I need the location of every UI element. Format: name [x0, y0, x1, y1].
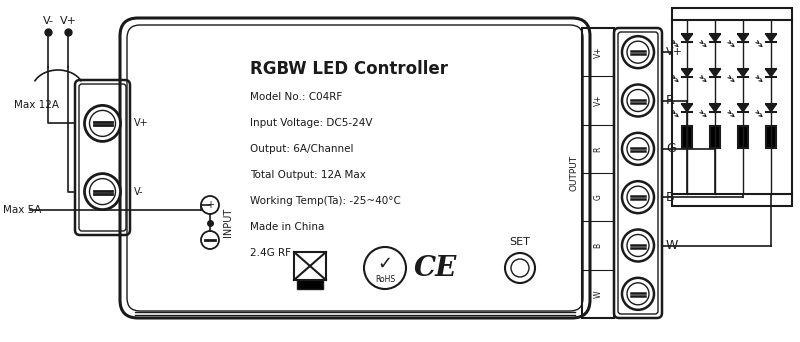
Circle shape — [627, 283, 649, 305]
Polygon shape — [738, 34, 748, 42]
Polygon shape — [682, 34, 692, 42]
Text: CE: CE — [414, 254, 457, 281]
Circle shape — [85, 174, 121, 210]
Bar — [710, 126, 720, 148]
Circle shape — [622, 181, 654, 213]
Text: W: W — [594, 290, 602, 298]
Circle shape — [622, 278, 654, 310]
Polygon shape — [682, 69, 692, 77]
Text: B: B — [666, 191, 674, 204]
Circle shape — [90, 179, 115, 205]
Circle shape — [627, 138, 649, 160]
Text: Working Temp(Ta): -25~40°C: Working Temp(Ta): -25~40°C — [250, 196, 401, 206]
Text: RGBW LED Controller: RGBW LED Controller — [250, 60, 448, 78]
Circle shape — [90, 110, 115, 136]
Circle shape — [85, 105, 121, 141]
Text: G: G — [594, 194, 602, 200]
Polygon shape — [738, 69, 748, 77]
Text: V+: V+ — [59, 16, 77, 26]
Polygon shape — [710, 34, 720, 42]
Polygon shape — [738, 104, 748, 112]
Text: +: + — [206, 200, 214, 210]
Text: Output: 6A/Channel: Output: 6A/Channel — [250, 144, 354, 154]
Text: R: R — [666, 94, 674, 107]
Text: V+: V+ — [594, 95, 602, 106]
Text: V+: V+ — [666, 47, 683, 57]
Bar — [738, 126, 748, 148]
Bar — [294, 252, 326, 280]
Circle shape — [622, 229, 654, 262]
Polygon shape — [710, 69, 720, 77]
Polygon shape — [766, 69, 776, 77]
Text: G: G — [666, 142, 676, 155]
Circle shape — [622, 36, 654, 68]
Text: W: W — [666, 239, 678, 252]
Text: R: R — [594, 146, 602, 152]
Bar — [682, 126, 692, 148]
Circle shape — [622, 133, 654, 165]
Text: OUTPUT: OUTPUT — [570, 155, 578, 191]
Text: Model No.: C04RF: Model No.: C04RF — [250, 92, 342, 102]
Text: 2.4G RF: 2.4G RF — [250, 248, 291, 258]
Polygon shape — [682, 104, 692, 112]
Text: V+: V+ — [594, 47, 602, 58]
Bar — [582, 28, 614, 318]
Circle shape — [627, 41, 649, 63]
Text: V-: V- — [42, 16, 54, 26]
Text: Max 12A: Max 12A — [14, 100, 59, 110]
Text: B: B — [594, 243, 602, 248]
Text: V-: V- — [134, 187, 143, 197]
Text: RoHS: RoHS — [375, 275, 395, 284]
Circle shape — [201, 231, 219, 249]
Text: V+: V+ — [134, 118, 149, 128]
Circle shape — [627, 235, 649, 256]
Text: SET: SET — [510, 237, 530, 247]
Text: Total Output: 12A Max: Total Output: 12A Max — [250, 170, 366, 180]
Polygon shape — [766, 34, 776, 42]
Circle shape — [622, 84, 654, 117]
Bar — [672, 8, 792, 206]
Circle shape — [627, 186, 649, 208]
Text: INPUT: INPUT — [223, 208, 233, 237]
Circle shape — [627, 90, 649, 111]
Text: Max 5A: Max 5A — [3, 205, 42, 215]
Text: ✓: ✓ — [378, 255, 393, 273]
Circle shape — [201, 196, 219, 214]
Text: Input Voltage: DC5-24V: Input Voltage: DC5-24V — [250, 118, 373, 128]
Bar — [766, 126, 776, 148]
Polygon shape — [710, 104, 720, 112]
Text: Made in China: Made in China — [250, 222, 324, 232]
Polygon shape — [766, 104, 776, 112]
Bar — [297, 280, 323, 289]
